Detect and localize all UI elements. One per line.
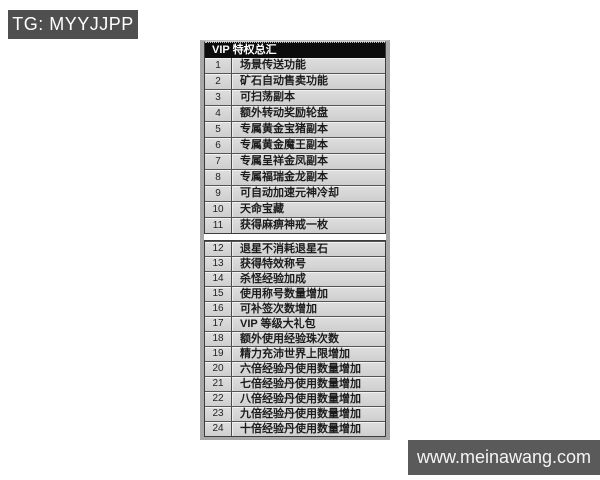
row-number: 5 — [205, 122, 232, 137]
row-label: 专属黄金宝猪副本 — [232, 122, 385, 137]
section-divider — [204, 234, 386, 240]
row-label: 退星不消耗退星石 — [232, 242, 385, 256]
row-label: 矿石自动售卖功能 — [232, 74, 385, 89]
row-label: 天命宝藏 — [232, 202, 385, 217]
row-label: 六倍经验丹使用数量增加 — [232, 362, 385, 376]
row-number: 8 — [205, 170, 232, 185]
row-number: 3 — [205, 90, 232, 105]
row-number: 22 — [205, 392, 232, 406]
table-section-rows-2: 12 退星不消耗退星石 13 获得特效称号 14 杀怪经验加成 15 使用称号数… — [205, 241, 385, 436]
table-row: 24 十倍经验丹使用数量增加 — [205, 421, 385, 436]
row-label: 专属呈祥金凤副本 — [232, 154, 385, 169]
row-number: 4 — [205, 106, 232, 121]
table-title: VIP 特权总汇 — [205, 42, 385, 58]
row-number: 14 — [205, 272, 232, 286]
table-row: 22 八倍经验丹使用数量增加 — [205, 391, 385, 406]
row-number: 12 — [205, 242, 232, 256]
tg-watermark-label: TG: MYYJJPP — [12, 14, 134, 34]
row-label: 七倍经验丹使用数量增加 — [232, 377, 385, 391]
row-number: 9 — [205, 186, 232, 201]
row-label: 可自动加速元神冷却 — [232, 186, 385, 201]
row-label: 八倍经验丹使用数量增加 — [232, 392, 385, 406]
row-label: 使用称号数量增加 — [232, 287, 385, 301]
row-label: 可扫荡副本 — [232, 90, 385, 105]
table-row: 6 专属黄金魔王副本 — [205, 137, 385, 153]
row-label: 获得特效称号 — [232, 257, 385, 271]
row-label: 杀怪经验加成 — [232, 272, 385, 286]
table-row: 21 七倍经验丹使用数量增加 — [205, 376, 385, 391]
row-label: 精力充沛世界上限增加 — [232, 347, 385, 361]
row-number: 21 — [205, 377, 232, 391]
row-label: 可补签次数增加 — [232, 302, 385, 316]
table-row: 4 额外转动奖励轮盘 — [205, 105, 385, 121]
row-number: 10 — [205, 202, 232, 217]
table-row: 10 天命宝藏 — [205, 201, 385, 217]
table-row: 9 可自动加速元神冷却 — [205, 185, 385, 201]
row-label: 场景传送功能 — [232, 58, 385, 73]
row-label: 额外使用经验珠次数 — [232, 332, 385, 346]
row-number: 19 — [205, 347, 232, 361]
row-label: 专属黄金魔王副本 — [232, 138, 385, 153]
row-number: 23 — [205, 407, 232, 421]
row-label: VIP 等级大礼包 — [232, 317, 385, 331]
table-row: 15 使用称号数量增加 — [205, 286, 385, 301]
table-row: 12 退星不消耗退星石 — [205, 241, 385, 256]
table-row: 23 九倍经验丹使用数量增加 — [205, 406, 385, 421]
row-number: 16 — [205, 302, 232, 316]
table-row: 16 可补签次数增加 — [205, 301, 385, 316]
row-number: 17 — [205, 317, 232, 331]
row-number: 11 — [205, 218, 232, 233]
row-number: 24 — [205, 422, 232, 436]
row-number: 15 — [205, 287, 232, 301]
table-row: 20 六倍经验丹使用数量增加 — [205, 361, 385, 376]
row-label: 十倍经验丹使用数量增加 — [232, 422, 385, 436]
row-number: 20 — [205, 362, 232, 376]
table-row: 19 精力充沛世界上限增加 — [205, 346, 385, 361]
row-number: 2 — [205, 74, 232, 89]
row-number: 7 — [205, 154, 232, 169]
table-row: 14 杀怪经验加成 — [205, 271, 385, 286]
site-watermark: www.meinawang.com — [408, 440, 600, 475]
table-row: 1 场景传送功能 — [205, 58, 385, 73]
vip-privileges-table: VIP 特权总汇 1 场景传送功能 2 矿石自动售卖功能 3 可扫荡副本 4 额… — [200, 40, 390, 440]
table-section-2: 12 退星不消耗退星石 13 获得特效称号 14 杀怪经验加成 15 使用称号数… — [204, 240, 386, 437]
table-row: 18 额外使用经验珠次数 — [205, 331, 385, 346]
table-row: 17 VIP 等级大礼包 — [205, 316, 385, 331]
table-row: 8 专属福瑞金龙副本 — [205, 169, 385, 185]
row-label: 额外转动奖励轮盘 — [232, 106, 385, 121]
table-row: 13 获得特效称号 — [205, 256, 385, 271]
tg-watermark: TG: MYYJJPP — [8, 10, 138, 39]
row-label: 专属福瑞金龙副本 — [232, 170, 385, 185]
table-row: 3 可扫荡副本 — [205, 89, 385, 105]
table-row: 5 专属黄金宝猪副本 — [205, 121, 385, 137]
table-row: 7 专属呈祥金凤副本 — [205, 153, 385, 169]
row-number: 6 — [205, 138, 232, 153]
table-section-rows-1: 1 场景传送功能 2 矿石自动售卖功能 3 可扫荡副本 4 额外转动奖励轮盘 5… — [205, 58, 385, 233]
row-number: 1 — [205, 58, 232, 73]
table-row: 2 矿石自动售卖功能 — [205, 73, 385, 89]
site-watermark-label: www.meinawang.com — [416, 447, 592, 467]
row-number: 18 — [205, 332, 232, 346]
row-label: 九倍经验丹使用数量增加 — [232, 407, 385, 421]
table-row: 11 获得麻痹神戒一枚 — [205, 217, 385, 233]
row-label: 获得麻痹神戒一枚 — [232, 218, 385, 233]
table-section-1: VIP 特权总汇 1 场景传送功能 2 矿石自动售卖功能 3 可扫荡副本 4 额… — [204, 41, 386, 234]
row-number: 13 — [205, 257, 232, 271]
